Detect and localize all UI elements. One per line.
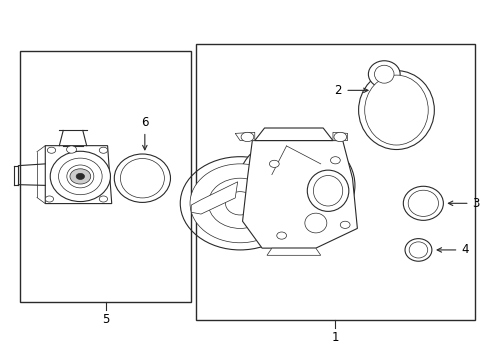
- Ellipse shape: [405, 239, 432, 261]
- Text: 1: 1: [332, 330, 339, 343]
- Ellipse shape: [50, 151, 110, 202]
- Polygon shape: [267, 248, 321, 255]
- Circle shape: [67, 146, 76, 153]
- Circle shape: [277, 232, 287, 239]
- Circle shape: [270, 160, 279, 167]
- Ellipse shape: [121, 158, 164, 198]
- Ellipse shape: [208, 178, 272, 228]
- Ellipse shape: [374, 65, 394, 83]
- Ellipse shape: [114, 154, 171, 202]
- Ellipse shape: [409, 242, 428, 258]
- Ellipse shape: [58, 158, 102, 195]
- Ellipse shape: [408, 190, 439, 216]
- Text: 2: 2: [334, 84, 341, 97]
- Ellipse shape: [190, 164, 290, 243]
- Ellipse shape: [305, 213, 327, 233]
- Circle shape: [334, 132, 346, 141]
- Text: 4: 4: [461, 243, 468, 256]
- Circle shape: [70, 169, 91, 184]
- Ellipse shape: [359, 71, 434, 149]
- Polygon shape: [45, 146, 112, 203]
- Ellipse shape: [314, 176, 343, 206]
- Ellipse shape: [307, 170, 349, 211]
- Text: 3: 3: [472, 197, 480, 210]
- Polygon shape: [255, 128, 333, 140]
- Bar: [196, 44, 475, 320]
- Circle shape: [76, 174, 84, 180]
- Polygon shape: [333, 132, 347, 140]
- Circle shape: [331, 157, 340, 164]
- Ellipse shape: [67, 165, 94, 188]
- Polygon shape: [243, 140, 357, 248]
- Circle shape: [48, 147, 56, 153]
- Ellipse shape: [180, 157, 300, 250]
- Bar: [20, 51, 191, 302]
- Ellipse shape: [368, 61, 400, 87]
- Circle shape: [241, 132, 254, 141]
- Text: 6: 6: [141, 116, 148, 129]
- Polygon shape: [191, 182, 238, 214]
- Ellipse shape: [403, 186, 443, 220]
- Ellipse shape: [225, 192, 255, 215]
- Circle shape: [99, 147, 108, 153]
- Circle shape: [340, 221, 350, 228]
- Ellipse shape: [238, 135, 355, 235]
- Circle shape: [99, 196, 108, 202]
- Ellipse shape: [365, 75, 428, 145]
- Polygon shape: [235, 132, 255, 140]
- Circle shape: [45, 196, 53, 202]
- Text: 5: 5: [102, 313, 109, 326]
